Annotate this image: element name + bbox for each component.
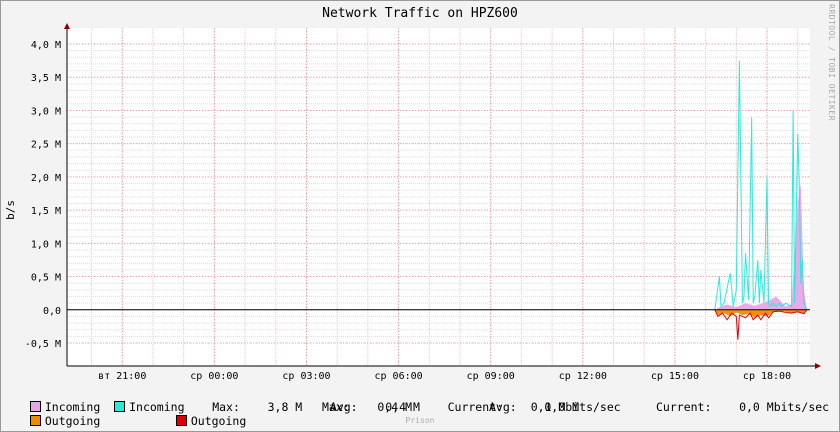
y-tick-label: 1,5 M	[31, 206, 61, 217]
y-tick-label: -0,5 M	[25, 339, 61, 350]
x-tick-label: ср 09:00	[467, 371, 515, 382]
x-tick-label: ср 06:00	[375, 371, 423, 382]
incoming-line-swatch	[114, 401, 126, 412]
x-axis-arrow	[815, 363, 821, 369]
y-tick-label: 3,0 M	[31, 106, 61, 117]
chart-title: Network Traffic on HPZ600	[322, 6, 518, 21]
incoming-stats: Max: 3,8 M Avg: 0,4 M Current: 0,1 Mbits…	[212, 400, 621, 414]
footer-label: Prison	[405, 416, 435, 425]
y-axis-arrow	[64, 23, 70, 29]
legend-incoming-line: Incoming	[129, 400, 185, 414]
series-line-incoming	[714, 60, 808, 310]
legend-outgoing-line-wrap: Outgoing	[162, 400, 246, 428]
outgoing-avg: Avg: 0,0 M	[489, 400, 580, 414]
y-tick-label: 3,5 M	[31, 73, 61, 84]
outgoing-max: Max: 0,4 M	[322, 400, 413, 414]
legend-outgoing-line: Outgoing	[190, 414, 247, 428]
series-area-incoming	[714, 183, 807, 310]
x-tick-label: ср 03:00	[282, 371, 330, 382]
y-tick-label: 4,0 M	[31, 40, 61, 51]
legend-row-incoming: Incoming Incoming Max: 3,8 M Avg: 0,4 M …	[16, 386, 621, 414]
x-tick-label: вт 21:00	[98, 371, 146, 382]
x-tick-label: ср 00:00	[190, 371, 238, 382]
outgoing-current: Current: 0,0 Mbits/sec	[656, 400, 830, 414]
legend-row-outgoing: Outgoing	[16, 400, 100, 428]
outgoing-line-swatch	[175, 415, 187, 426]
x-tick-label: ср 18:00	[743, 371, 791, 382]
legend-outgoing-area: Outgoing	[44, 414, 101, 428]
y-tick-label: 2,5 M	[31, 140, 61, 151]
y-tick-label: 2,0 M	[31, 173, 61, 184]
outgoing-area-swatch	[29, 415, 41, 426]
plot-background	[67, 28, 810, 366]
series-line-outgoing	[714, 309, 808, 340]
x-tick-label: ср 15:00	[651, 371, 699, 382]
rrdtool-watermark: RRDTOOL / TOBI OETIKER	[827, 4, 836, 121]
y-tick-label: 0,0	[43, 306, 61, 317]
y-tick-label: 1,0 M	[31, 239, 61, 250]
incoming-area-swatch	[29, 401, 41, 412]
x-tick-label: ср 12:00	[559, 371, 607, 382]
legend-incoming-area: Incoming	[44, 400, 101, 414]
y-tick-label: 0,5 M	[31, 273, 61, 284]
series-area-outgoing	[714, 309, 807, 318]
